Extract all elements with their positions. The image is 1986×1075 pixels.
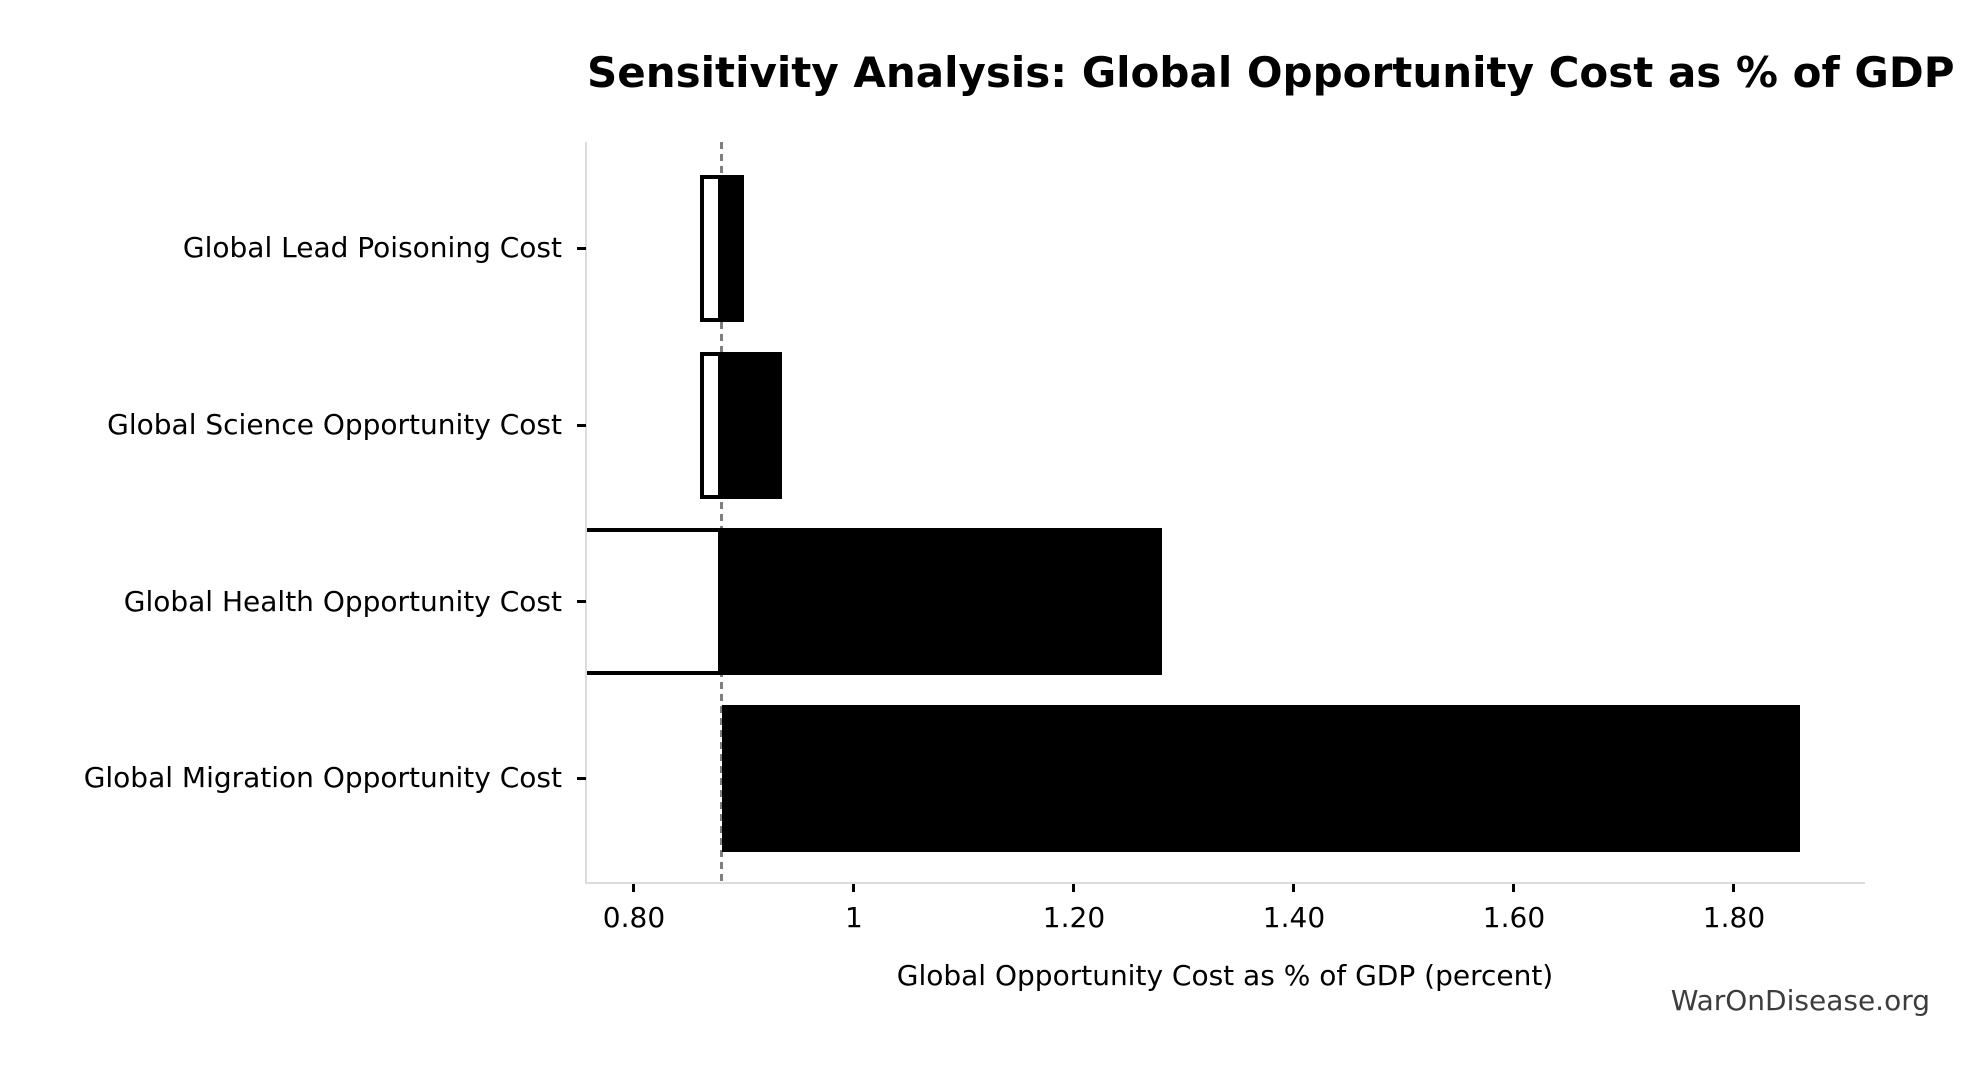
x-tick-label: 1.20 [1042,901,1106,934]
x-axis-label: Global Opportunity Cost as % of GDP (per… [896,959,1554,992]
x-tick [1072,884,1076,892]
x-tick [1732,884,1736,892]
bar-low-box [586,528,722,676]
y-tick [577,246,586,250]
x-axis-spine [585,882,1865,884]
chart-title: Sensitivity Analysis: Global Opportunity… [587,48,1955,97]
category-label: Global Science Opportunity Cost [107,408,562,441]
x-tick [1512,884,1516,892]
category-label: Global Migration Opportunity Cost [83,761,562,795]
y-axis-spine [585,142,587,884]
x-tick-label: 1.80 [1702,901,1766,934]
x-tick [632,884,636,892]
plot-area [585,142,1865,884]
x-tick-label: 1.60 [1482,901,1546,934]
x-tick-label: 1 [845,901,863,934]
y-tick [577,423,586,427]
x-tick [1292,884,1296,892]
bar-low-box [699,351,722,499]
category-label: Global Health Opportunity Cost [123,584,562,618]
x-tick-label: 1.40 [1262,901,1326,934]
y-tick [577,600,586,604]
x-tick [852,884,856,892]
watermark: WarOnDisease.org [1670,984,1930,1017]
baseline-dashed-line [720,142,724,882]
bar-low-box [699,174,722,322]
y-tick [577,776,586,780]
x-tick-label: 0.80 [602,901,666,934]
category-label: Global Lead Poisoning Cost [182,231,562,265]
bar [721,704,1800,852]
